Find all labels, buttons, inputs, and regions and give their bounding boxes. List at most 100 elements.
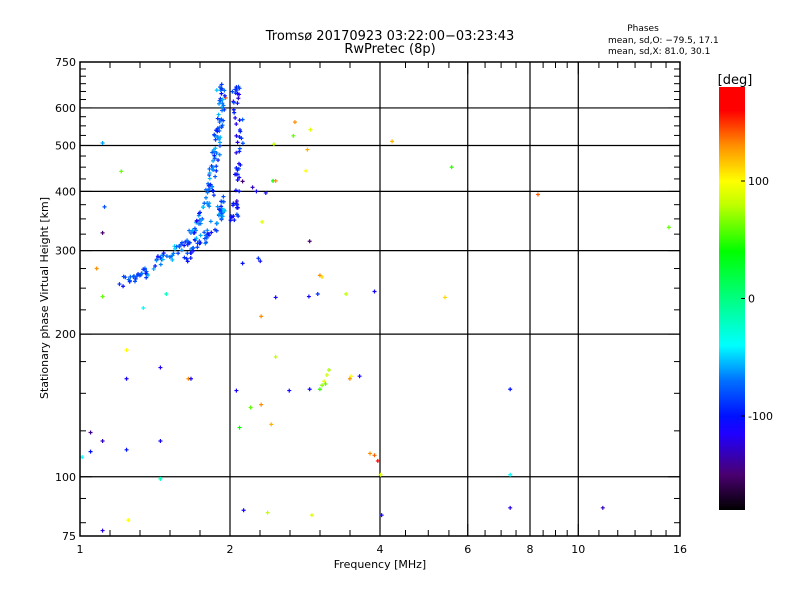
trace-point: [207, 201, 212, 206]
data-point: [258, 259, 263, 264]
trace-point: [213, 146, 218, 151]
trace-point: [170, 257, 175, 262]
trace-point: [121, 274, 126, 279]
colorbar-label: [deg]: [718, 73, 753, 88]
trace-point: [199, 218, 204, 223]
data-point: [347, 376, 352, 381]
data-point: [88, 449, 93, 454]
trace-point: [219, 86, 224, 91]
trace-point: [210, 167, 215, 172]
x-tick-label: 6: [464, 543, 471, 556]
trace-point: [234, 150, 239, 155]
colorbar-tick-label: 100: [748, 175, 769, 188]
trace-point: [209, 230, 214, 235]
trace-point: [204, 235, 209, 240]
trace-point: [213, 174, 218, 179]
data-point: [309, 513, 314, 518]
trace-point: [184, 256, 189, 261]
data-point: [250, 185, 255, 190]
trace-point: [191, 249, 196, 254]
data-point: [535, 192, 540, 197]
trace-point: [198, 240, 203, 245]
data-point: [508, 387, 513, 392]
data-point: [100, 294, 105, 299]
data-point: [188, 376, 193, 381]
trace-point: [151, 266, 156, 271]
data-point: [292, 120, 297, 125]
trace-point: [132, 279, 137, 284]
data-point: [100, 438, 105, 443]
trace-point: [185, 251, 190, 256]
data-point: [273, 295, 278, 300]
data-point: [600, 505, 605, 510]
data-point: [368, 451, 373, 456]
trace-point: [155, 254, 160, 259]
trace-point: [207, 176, 212, 181]
trace-point: [236, 166, 241, 171]
trace-point: [188, 231, 193, 236]
trace-point: [208, 182, 213, 187]
data-point: [291, 133, 296, 138]
trace-point: [206, 188, 211, 193]
trace-point: [235, 177, 240, 182]
phase-box-o-line: mean, sd,O: −79.5, 17.1: [608, 36, 719, 46]
trace-point: [212, 132, 217, 137]
trace-point: [185, 238, 190, 243]
data-point: [260, 219, 265, 224]
data-point: [372, 453, 377, 458]
trace-point: [237, 92, 242, 97]
trace-point: [171, 251, 176, 256]
data-point: [241, 508, 246, 513]
trace-point: [219, 211, 224, 216]
trace-point: [211, 193, 216, 198]
trace-point: [195, 245, 200, 250]
y-tick-label: 600: [55, 102, 76, 115]
trace-point: [219, 204, 224, 209]
trace-point: [237, 146, 242, 151]
data-point: [375, 458, 380, 463]
y-tick-label: 100: [55, 471, 76, 484]
trace-point: [228, 218, 233, 223]
colorbar: [719, 87, 745, 510]
trace-point: [117, 282, 122, 287]
trace-point: [234, 88, 239, 93]
data-point: [256, 256, 261, 261]
trace-point: [222, 93, 227, 98]
data-point: [273, 354, 278, 359]
trace-point: [161, 251, 166, 256]
trace-point: [215, 129, 220, 134]
trace-point: [231, 214, 236, 219]
x-axis-label: Frequency [MHz]: [334, 558, 426, 571]
trace-point: [237, 118, 242, 123]
trace-point: [202, 201, 207, 206]
trace-point: [126, 277, 131, 282]
trace-point: [212, 153, 217, 158]
trace-point: [202, 230, 207, 235]
trace-point: [211, 165, 216, 170]
data-point: [323, 381, 328, 386]
trace-point: [222, 207, 227, 212]
data-point: [94, 266, 99, 271]
data-point: [508, 472, 513, 477]
data-point: [124, 348, 129, 353]
data-point: [124, 447, 129, 452]
trace-point: [222, 107, 227, 112]
trace-point: [217, 125, 222, 130]
x-tick-label: 8: [527, 543, 534, 556]
trace-point: [202, 236, 207, 241]
trace-point: [219, 199, 224, 204]
trace-point: [198, 233, 203, 238]
trace-point: [233, 188, 238, 193]
y-axis-label: Stationary phase Virtual Height [km]: [38, 197, 51, 399]
trace-point: [133, 276, 138, 281]
data-point: [269, 422, 274, 427]
trace-point: [154, 258, 159, 263]
data-point: [349, 374, 354, 379]
data-point: [317, 387, 322, 392]
trace-point: [237, 86, 242, 91]
trace-point: [232, 172, 237, 177]
y-tick-label: 75: [62, 530, 76, 543]
trace-point: [192, 230, 197, 235]
data-point: [88, 430, 93, 435]
data-point: [307, 387, 312, 392]
